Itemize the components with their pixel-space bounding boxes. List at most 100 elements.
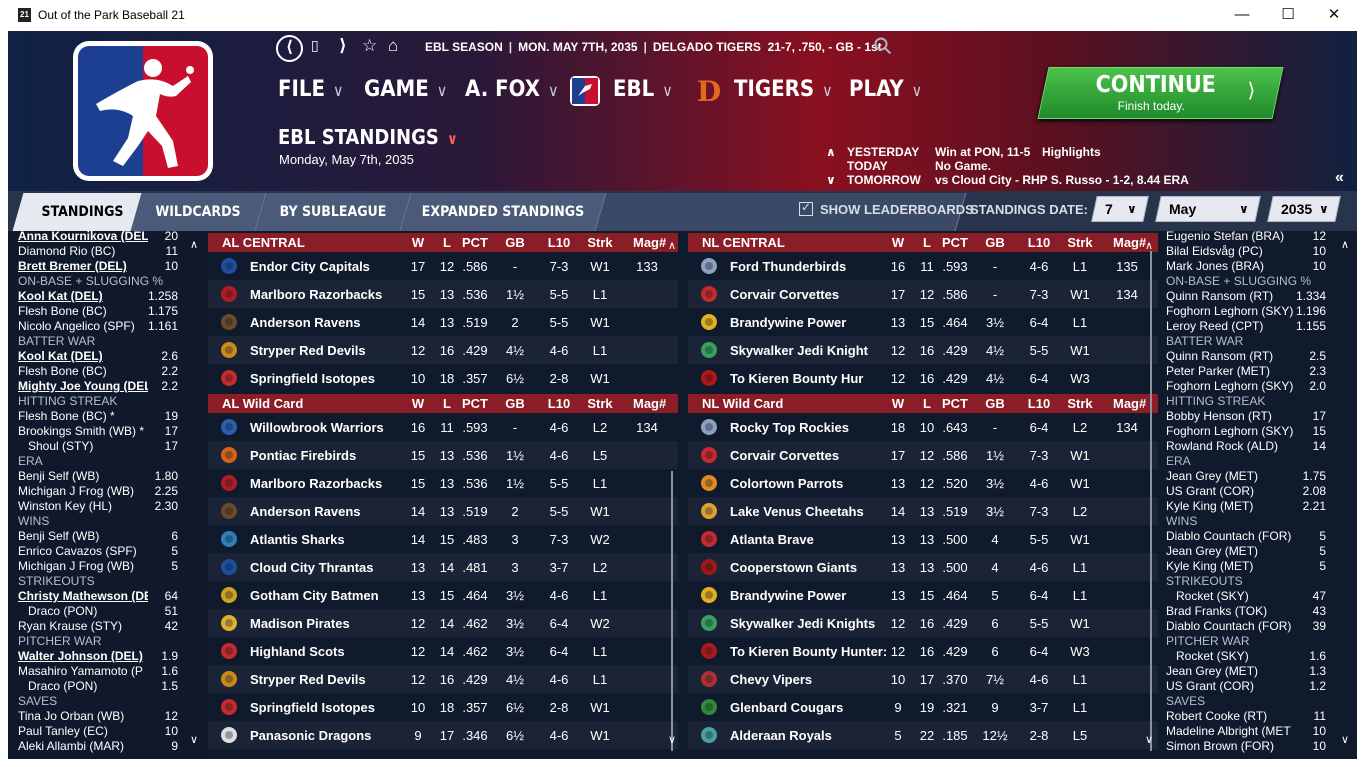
leaderboard-row[interactable]: Draco (PON) 1.5 [18,679,178,693]
chevron-up-icon[interactable]: ∧ [826,145,836,159]
search-icon[interactable] [874,37,892,55]
table-row[interactable]: Pontiac Firebirds 15 13 .536 1½ 4-6 L5 [208,441,678,469]
day-select[interactable]: 7 ∨ [1091,196,1149,222]
menu-manager[interactable]: A. FOX ∨ [465,77,559,102]
table-row[interactable]: Cooperstown Giants 13 13 .500 4 4-6 L1 [688,553,1158,581]
team-name[interactable]: Madison Pirates [250,616,350,631]
leaderboard-row[interactable]: Bilal Eidsvåg (PC) 10 [1166,244,1326,258]
column-header[interactable]: GB [985,235,1005,250]
leaderboard-row[interactable]: Peter Parker (MET) 2.3 [1166,364,1326,378]
leaderboard-row[interactable]: Winston Key (HL) 2.30 [18,499,178,513]
scroll-up-icon[interactable]: ∧ [1341,239,1350,251]
leaderboard-row[interactable]: Rowland Rock (ALD) 14 [1166,439,1326,453]
leaderboard-row[interactable]: US Grant (COR) 1.2 [1166,679,1326,693]
star-icon[interactable]: ☆ [362,36,378,55]
team-name[interactable]: Glenbard Cougars [730,700,844,715]
month-select[interactable]: May ∨ [1155,196,1261,222]
leaderboard-row[interactable]: Enrico Cavazos (SPF) 5 [18,544,178,558]
close-button[interactable]: ✕ [1327,6,1341,23]
leaderboard-row[interactable]: Michigan J Frog (WB) 2.25 [18,484,178,498]
team-name[interactable]: Stryper Red Devils [250,343,366,358]
leaderboard-row[interactable]: Shoul (STY) 17 [18,439,178,453]
column-header[interactable]: GB [985,396,1005,411]
column-header[interactable]: GB [505,396,525,411]
column-header[interactable]: L10 [547,235,571,250]
team-name[interactable]: Anderson Ravens [250,504,361,519]
tab-by-subleague[interactable]: BY SUBLEAGUE [255,193,412,231]
team-name[interactable]: Ford Thunderbirds [730,259,847,274]
leaderboard-row[interactable]: Walter Johnson (DEL) 1.9 [18,649,178,663]
maximize-button[interactable]: ☐ [1281,6,1295,23]
table-row[interactable]: To Kieren Bounty Hunter: 12 16 .429 6 6-4 W3 [688,637,1158,665]
table-row[interactable]: Madison Pirates 12 14 .462 3½ 6-4 W2 [208,609,678,637]
column-header[interactable]: L10 [1027,396,1051,411]
leaderboard-row[interactable]: Brad Franks (TOK) 43 [1166,604,1326,618]
leaderboard-row[interactable]: Diablo Countach (FOR) 39 [1166,619,1326,633]
leaderboard-row[interactable]: Robert Cooke (RT) 11 [1166,709,1326,723]
leaderboard-row[interactable]: Diamond Rio (BC) 11 [18,244,178,258]
scroll-up-icon[interactable]: ∧ [668,240,677,252]
column-header[interactable]: GB [505,235,525,250]
column-header[interactable]: PCT [462,235,488,250]
leaderboard-row[interactable]: US Grant (COR) 2.08 [1166,484,1326,498]
table-row[interactable]: Atlanta Brave 13 13 .500 4 5-5 W1 [688,525,1158,553]
column-header[interactable]: PCT [942,396,968,411]
table-row[interactable]: Atlantis Sharks 14 15 .483 3 7-3 W2 [208,525,678,553]
table-row[interactable]: Colortown Parrots 13 12 .520 3½ 4-6 W1 [688,469,1158,497]
nl-scrollbar[interactable] [1150,251,1152,751]
team-name[interactable]: Rocky Top Rockies [730,420,849,435]
team-name[interactable]: Brandywine Power [730,588,847,603]
team-name[interactable]: Anderson Ravens [250,315,361,330]
scroll-up-icon[interactable]: ∧ [1145,240,1154,252]
team-name[interactable]: Skywalker Jedi Knight [730,343,868,358]
table-row[interactable]: Springfield Isotopes 10 18 .357 6½ 2-8 W1 [208,364,678,392]
team-name[interactable]: Lake Venus Cheetahs [730,504,864,519]
team-name[interactable]: Corvair Corvettes [730,287,840,302]
table-row[interactable]: Chevy Vipers 10 17 .370 7½ 4-6 L1 [688,665,1158,693]
show-leaderboards-checkbox[interactable] [799,200,813,216]
team-name[interactable]: Marlboro Razorbacks [250,287,383,302]
column-header[interactable]: W [411,235,425,250]
tab-expanded-standings[interactable]: EXPANDED STANDINGS [400,193,607,231]
bookmark-icon[interactable]: ▯ [311,37,319,53]
table-row[interactable]: Skywalker Jedi Knights 12 16 .429 6 5-5 W1 [688,609,1158,637]
leaderboard-row[interactable]: Ryan Krause (STY) 42 [18,619,178,633]
leaderboard-row[interactable]: Eugenio Stefan (BRA) 12 [1166,231,1326,243]
team-name[interactable]: Panasonic Dragons [250,728,372,743]
leaderboard-row[interactable]: Rocket (SKY) 47 [1166,589,1326,603]
column-header[interactable]: Strk [587,396,613,411]
leaderboard-row[interactable]: Kyle King (MET) 2.21 [1166,499,1326,513]
scroll-down-icon[interactable]: ∨ [190,734,199,746]
scroll-down-icon[interactable]: ∨ [1145,734,1154,746]
column-header[interactable]: W [891,396,905,411]
column-header[interactable]: L [443,235,451,250]
column-header[interactable]: Mag# [1113,235,1147,250]
team-name[interactable]: Stryper Red Devils [250,672,366,687]
table-row[interactable]: Highland Scots 12 14 .462 3½ 6-4 L1 [208,637,678,665]
column-header[interactable]: Mag# [633,235,667,250]
division-title[interactable]: NL CENTRAL [702,235,785,250]
table-row[interactable]: Gotham City Batmen 13 15 .464 3½ 4-6 L1 [208,581,678,609]
leaderboard-row[interactable]: Mark Jones (BRA) 10 [1166,259,1326,273]
team-name[interactable]: Cloud City Thrantas [250,560,374,575]
column-header[interactable]: L [923,396,931,411]
team-name[interactable]: Corvair Corvettes [730,448,840,463]
scroll-up-icon[interactable]: ∧ [190,239,199,251]
al-scrollbar[interactable] [671,471,673,751]
team-name[interactable]: Brandywine Power [730,315,847,330]
leaderboard-row[interactable]: Kool Kat (DEL) 1.258 [18,289,178,303]
table-row[interactable]: Stryper Red Devils 12 16 .429 4½ 4-6 L1 [208,336,678,364]
table-row[interactable]: Corvair Corvettes 17 12 .586 - 7-3 W1 134 [688,280,1158,308]
division-title[interactable]: AL CENTRAL [222,235,305,250]
table-row[interactable]: Springfield Isotopes 10 18 .357 6½ 2-8 W1 [208,693,678,721]
team-name[interactable]: Atlantis Sharks [250,532,345,547]
column-header[interactable]: W [411,396,425,411]
column-header[interactable]: L [923,235,931,250]
leaderboard-row[interactable]: Quinn Ransom (RT) 1.334 [1166,289,1326,303]
column-header[interactable]: Mag# [633,396,667,411]
leaderboard-row[interactable]: Christy Mathewson (DE 64 [18,589,178,603]
leaderboard-row[interactable]: Rocket (SKY) 1.6 [1166,649,1326,663]
table-row[interactable]: Alderaan Royals 5 22 .185 12½ 2-8 L5 [688,721,1158,749]
leaderboard-row[interactable]: Nicolo Angelico (SPF) 1.161 [18,319,178,333]
leaderboard-row[interactable]: Foghorn Leghorn (SKY) 1.196 [1166,304,1326,318]
